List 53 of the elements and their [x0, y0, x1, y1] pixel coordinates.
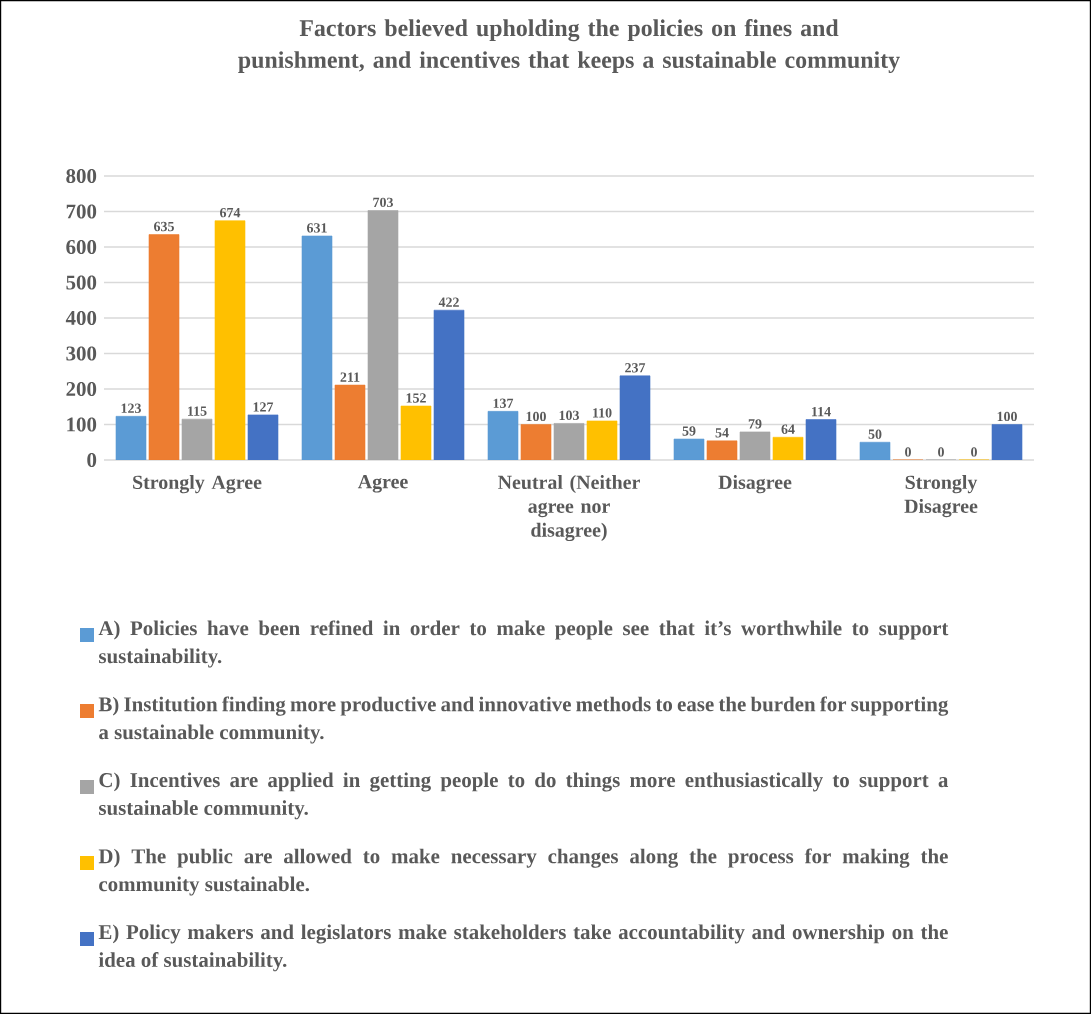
bar: [400, 405, 432, 460]
data-label: 110: [593, 408, 612, 418]
bar: [586, 420, 618, 460]
bar: [214, 220, 246, 460]
bar: [772, 436, 804, 460]
bar: [520, 424, 552, 460]
data-label: 64: [781, 424, 795, 434]
x-tick-label: Strongly Agree: [133, 475, 262, 494]
y-tick-label: 600: [66, 239, 97, 255]
y-tick-label: 200: [66, 381, 97, 397]
x-tick-label: Agree: [357, 475, 408, 493]
bar: [148, 234, 180, 460]
legend-label: D) The public are allowed to make necessary changes along the process for making the community sustainable.: [98, 848, 948, 896]
legend-label: E) Policy makers and legislators make stakeholders take accountability and ownership on the idea of sustainability.: [98, 924, 948, 972]
data-label: 137: [493, 398, 514, 408]
legend-label: A) Policies have been refined in order to make people see that it’s worthwhile to support sustainability.: [98, 620, 949, 668]
y-tick-label: 700: [66, 204, 97, 219]
data-label: 0: [905, 447, 911, 457]
data-label: 127: [253, 402, 274, 412]
data-label: 237: [625, 363, 646, 373]
bar: [334, 384, 366, 460]
bar: [706, 440, 738, 460]
data-label: 100: [997, 411, 1017, 422]
data-label: 631: [307, 223, 327, 233]
x-tick-label: Strongly Disagree: [904, 475, 978, 518]
data-label: 100: [526, 411, 546, 422]
legend-label: C) Incentives are applied in getting people to do things more enthusiastically to support a sustainable community.: [99, 772, 949, 820]
data-label: 0: [938, 447, 944, 457]
data-label: 422: [438, 297, 459, 307]
y-tick-label: 300: [66, 346, 97, 361]
chart-title: Factors believed upholding the policies on fines and punishment, and incentives that keeps a sustainable community: [238, 19, 900, 73]
y-tick-label: 400: [65, 310, 97, 326]
x-tick-label: Neutral (Neither agree nor disagree): [498, 475, 640, 542]
data-label: 0: [971, 447, 977, 457]
data-label: 114: [812, 406, 831, 417]
data-label: 115: [188, 406, 207, 416]
y-tick-label: 0: [87, 452, 97, 468]
x-tick-label: Disagree: [718, 475, 792, 494]
data-label: 152: [406, 393, 426, 403]
y-tick-label: 800: [66, 168, 97, 184]
y-tick-label: 100: [67, 417, 97, 432]
data-label: 635: [154, 221, 174, 232]
data-label: 211: [340, 372, 360, 382]
data-label: 59: [682, 426, 696, 436]
data-label: 54: [715, 428, 729, 438]
y-tick-label: 500: [66, 275, 97, 290]
data-label: 50: [868, 429, 882, 439]
data-label: 703: [373, 197, 393, 208]
data-label: 674: [220, 207, 241, 218]
legend-label: B) Institution finding more productive and innovative methods to ease the burden for supporting a sustainable community.: [98, 696, 949, 744]
data-label: 123: [121, 403, 141, 413]
data-label: 103: [559, 410, 579, 421]
data-label: 79: [748, 419, 762, 429]
